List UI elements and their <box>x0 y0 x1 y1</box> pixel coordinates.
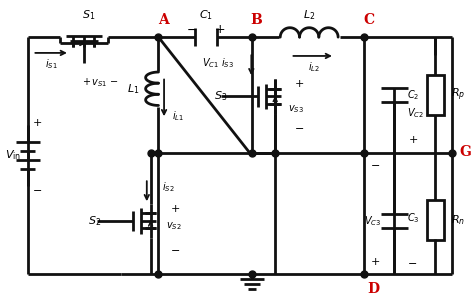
Text: $S_3$: $S_3$ <box>214 89 227 103</box>
Text: $V_{C1}$: $V_{C1}$ <box>202 56 219 70</box>
Text: D: D <box>367 282 379 296</box>
Text: $-$: $-$ <box>370 158 380 169</box>
Text: $-$: $-$ <box>170 243 180 254</box>
Text: $L_1$: $L_1$ <box>128 82 140 96</box>
Text: B: B <box>251 13 262 27</box>
Text: $V_{C2}$: $V_{C2}$ <box>407 106 424 120</box>
Text: $i_{S3}$: $i_{S3}$ <box>221 56 234 70</box>
Text: $+$: $+$ <box>408 134 418 145</box>
Text: $i_{L2}$: $i_{L2}$ <box>308 61 320 74</box>
Text: $-$: $-$ <box>407 256 417 267</box>
Text: $C_2$: $C_2$ <box>407 88 419 102</box>
Text: $-$: $-$ <box>32 183 42 194</box>
Text: $+$: $+$ <box>32 117 42 127</box>
Text: A: A <box>158 13 168 27</box>
Bar <box>427 75 444 115</box>
Text: $R_p$: $R_p$ <box>451 87 465 103</box>
Text: $R_n$: $R_n$ <box>451 213 465 227</box>
Text: $C_3$: $C_3$ <box>407 211 420 225</box>
Text: $S_1$: $S_1$ <box>82 8 95 22</box>
Text: $+$: $+$ <box>294 78 304 89</box>
Text: $v_{S3}$: $v_{S3}$ <box>288 103 304 115</box>
Text: G: G <box>459 145 471 160</box>
Text: $C_1$: $C_1$ <box>199 8 213 22</box>
Text: $i_{L1}$: $i_{L1}$ <box>173 109 184 123</box>
Text: $+$: $+$ <box>214 23 226 36</box>
Text: $i_{S1}$: $i_{S1}$ <box>45 58 57 71</box>
Text: $L_2$: $L_2$ <box>303 8 315 22</box>
Text: $V_{\rm in}$: $V_{\rm in}$ <box>5 149 21 163</box>
Text: $+ \, v_{S1} \, -$: $+ \, v_{S1} \, -$ <box>82 76 118 89</box>
Text: $-$: $-$ <box>294 121 304 132</box>
Bar <box>427 200 444 240</box>
Text: $S_2$: $S_2$ <box>88 214 101 228</box>
Text: $v_{S2}$: $v_{S2}$ <box>165 221 181 232</box>
Text: $V_{C3}$: $V_{C3}$ <box>364 214 381 228</box>
Text: $-$: $-$ <box>186 23 198 36</box>
Text: $+$: $+$ <box>370 256 380 267</box>
Text: $i_{S2}$: $i_{S2}$ <box>162 181 175 194</box>
Text: C: C <box>364 13 375 27</box>
Text: $+$: $+$ <box>170 203 180 214</box>
